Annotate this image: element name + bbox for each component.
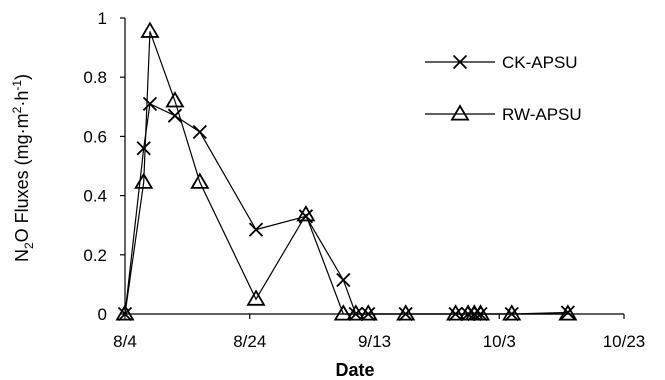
series-rw-apsu [115,21,578,321]
x-ticks: 8/4 8/24 9/13 10/3 10/23 [113,314,645,351]
series-ck-apsu [117,96,575,322]
y-label-n: N [12,249,32,262]
y-tick-label: 0.4 [83,187,107,206]
data-point [446,304,466,321]
data-point [470,304,491,321]
x-tick-label: 9/13 [358,332,391,351]
data-point [333,304,353,321]
legend-item-rw-apsu: RW-APSU [425,104,582,124]
x-tick-label: 8/4 [113,332,137,351]
y-label-supneg1: -1 [10,80,24,91]
data-point [336,272,351,288]
data-point [115,304,135,321]
y-axis-title: N2O Fluxes (mg·m2·h-1) [10,74,36,262]
data-point [358,304,378,321]
data-point [560,305,575,320]
y-label-close: ) [12,74,32,80]
data-point [558,304,578,321]
data-point [192,124,207,140]
x-tick-label: 8/24 [233,332,266,351]
data-point [142,96,158,111]
legend-label: RW-APSU [502,105,582,124]
y-ticks: 0 0.2 0.4 0.6 0.8 1 [83,9,125,324]
data-point [502,304,522,321]
y-label-flux: O Fluxes (mg·m [12,113,32,242]
data-point [246,289,266,306]
x-axis-title: Date [335,360,374,380]
data-point [296,205,316,222]
data-point [136,141,151,156]
legend-label: CK-APSU [502,53,578,72]
y-tick-label: 0.2 [83,246,107,265]
data-point [167,108,183,123]
data-point [396,304,416,321]
legend: CK-APSU RW-APSU [425,53,582,124]
y-tick-label: 0.8 [83,68,107,87]
legend-marker [450,104,470,121]
data-point [165,91,185,108]
legend-marker [452,54,468,70]
series-line-rw-apsu [124,31,568,315]
x-tick-label: 10/23 [603,332,646,351]
data-point [248,222,264,237]
y-label-dot-h: ·h [12,91,32,107]
legend-item-ck-apsu: CK-APSU [425,53,578,72]
data-point [346,304,366,321]
y-tick-label: 1 [98,9,107,28]
data-point [190,172,210,189]
data-point [134,172,154,189]
series-layer [115,21,578,322]
data-point [140,21,160,38]
y-label-sup2: 2 [10,106,24,113]
y-tick-label: 0.6 [83,127,107,146]
x-tick-label: 10/3 [483,332,516,351]
y-label-sub: 2 [22,242,36,249]
y-tick-label: 0 [98,305,107,324]
